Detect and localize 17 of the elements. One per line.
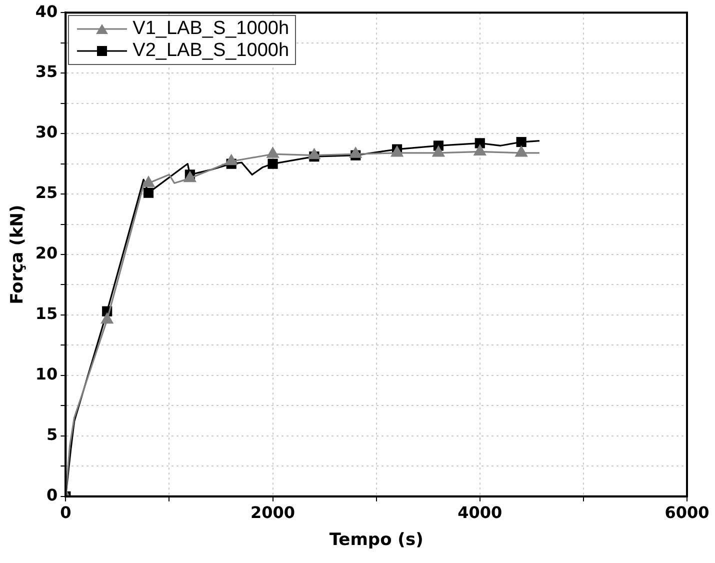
- x-tick-label: 4000: [458, 503, 502, 522]
- y-tick-label: 35: [35, 62, 58, 82]
- legend-label: V2_LAB_S_1000h: [132, 40, 290, 62]
- y-tick-label: 30: [35, 122, 58, 142]
- y-axis-title: Força (kN): [8, 204, 28, 304]
- y-tick-label: 20: [35, 244, 58, 263]
- y-tick-label: 10: [35, 364, 58, 384]
- x-tick-label: 6000: [664, 503, 710, 522]
- y-tick-label: 15: [35, 304, 58, 324]
- y-tick-label: 25: [35, 183, 58, 202]
- x-axis-title: Tempo (s): [329, 530, 424, 550]
- y-tick-label: 40: [35, 2, 58, 21]
- y-tick-label: 0: [46, 486, 58, 505]
- x-tick-label: 0: [60, 503, 72, 522]
- legend-label: V1_LAB_S_1000h: [132, 18, 290, 40]
- y-tick-label: 5: [46, 425, 58, 444]
- x-tick-label: 2000: [250, 503, 296, 522]
